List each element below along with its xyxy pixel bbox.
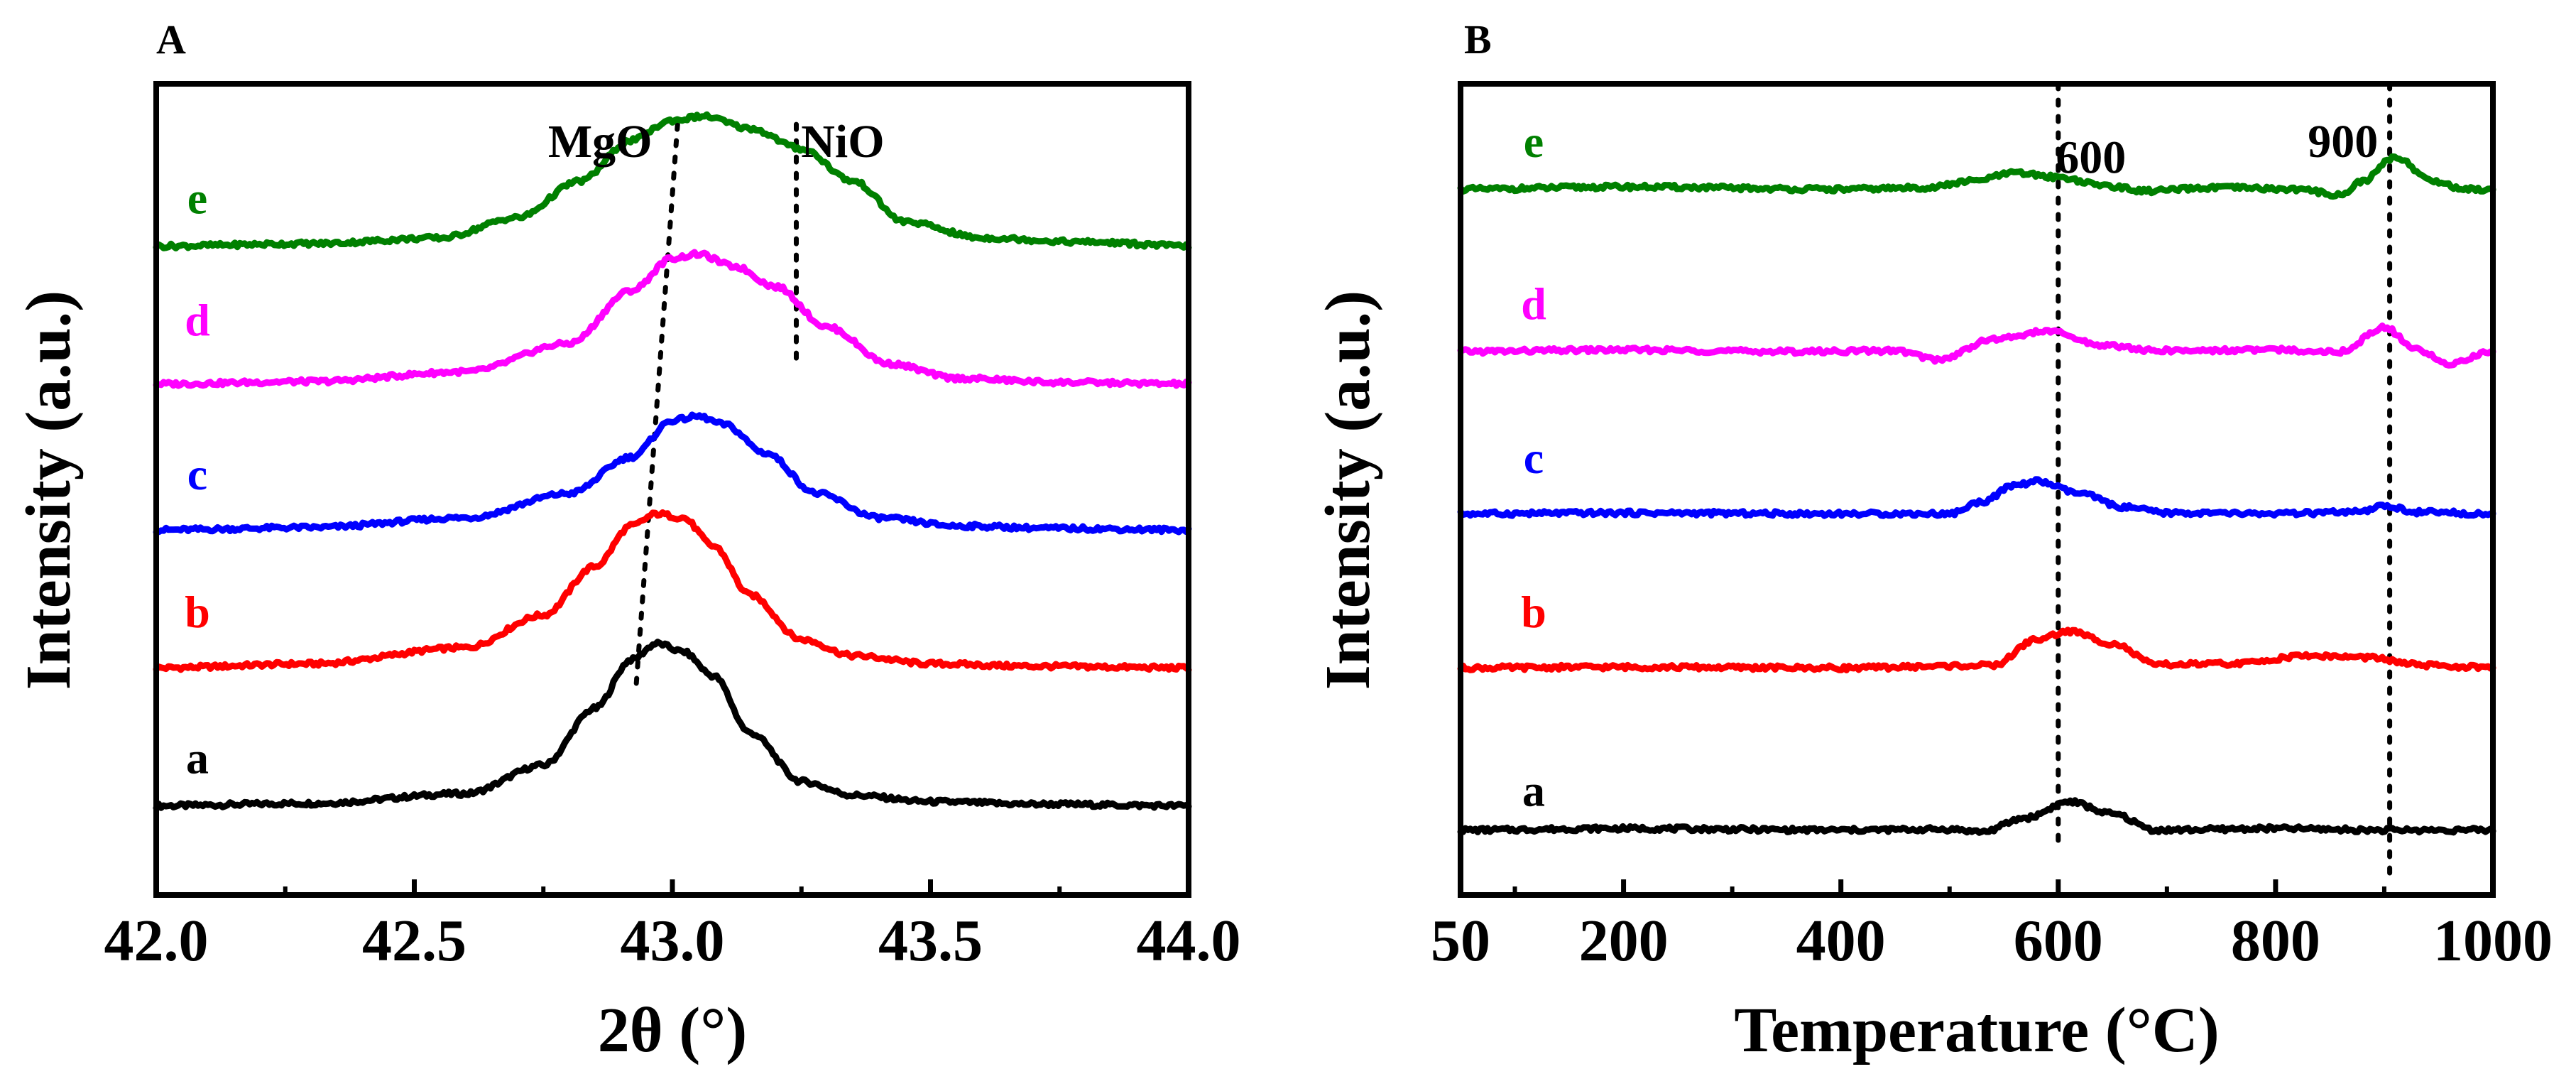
series-label-b: b: [1521, 587, 1546, 637]
series-line-e: [153, 111, 1192, 251]
x-tick-label: 42.5: [362, 908, 466, 974]
series-label-e: e: [187, 173, 207, 224]
series-label-c: c: [187, 449, 207, 499]
series-line-d: [153, 249, 1192, 389]
x-tick-label: 42.0: [104, 908, 209, 974]
panel-b: B a b c d e 600 900 50 200 400 600 800 1000 Intensit…: [1313, 16, 2553, 1065]
series-label-d: d: [185, 295, 210, 345]
panel-a-plot-area: a b c d e MgO NiO 42.0 42.5 43.0 43.5 44.0: [104, 111, 1241, 974]
panel-b-letter: B: [1464, 16, 1492, 63]
series-label-a: a: [186, 733, 209, 783]
x-tick-label: 800: [2231, 908, 2320, 974]
x-tick-label: 43.5: [878, 908, 983, 974]
x-tick-label: 200: [1579, 908, 1669, 974]
annotation-nio: NiO: [801, 116, 884, 168]
series-line-c: [153, 411, 1192, 536]
panel-a-ylabel: Intensity (a.u.): [13, 291, 84, 690]
series-label-d: d: [1521, 278, 1546, 329]
series-line-b: [1457, 626, 2496, 673]
x-tick-label: 44.0: [1137, 908, 1241, 974]
series-line-c: [1457, 476, 2496, 519]
series-label-e: e: [1524, 116, 1544, 167]
series-label-b: b: [185, 587, 210, 637]
x-tick-label: 43.0: [621, 908, 725, 974]
panel-b-xlabel: Temperature (°C): [1734, 995, 2219, 1065]
panel-b-plot-area: a b c d e 600 900 50 200 400 600 800 1000: [1431, 81, 2553, 974]
annotation-600: 600: [2056, 132, 2126, 184]
panel-a-frame: [153, 81, 1191, 898]
series-line-a: [153, 639, 1192, 811]
annotation-900: 900: [2308, 116, 2378, 168]
x-tick-label: 50: [1431, 908, 1490, 974]
series-line-e: [1457, 153, 2496, 200]
series-label-c: c: [1524, 433, 1544, 483]
x-tick-label: 400: [1796, 908, 1886, 974]
panel-a: A a b c d e MgO NiO 42.0 42.5 43.0 43.5 44.0 Intens…: [13, 16, 1241, 1065]
panel-a-xlabel: 2θ (°): [598, 995, 747, 1065]
reference-line-mgo: [633, 121, 680, 687]
panel-a-letter: A: [156, 16, 186, 63]
series-line-a: [1457, 797, 2496, 836]
x-tick-label: 1000: [2433, 908, 2553, 974]
panel-b-frame: [1458, 81, 2496, 898]
series-line-b: [153, 509, 1192, 673]
annotation-mgo: MgO: [548, 116, 653, 168]
series-line-d: [1457, 322, 2496, 369]
x-tick-label: 600: [2014, 908, 2103, 974]
series-label-a: a: [1522, 765, 1545, 815]
panel-b-ylabel: Intensity (a.u.): [1313, 291, 1383, 690]
